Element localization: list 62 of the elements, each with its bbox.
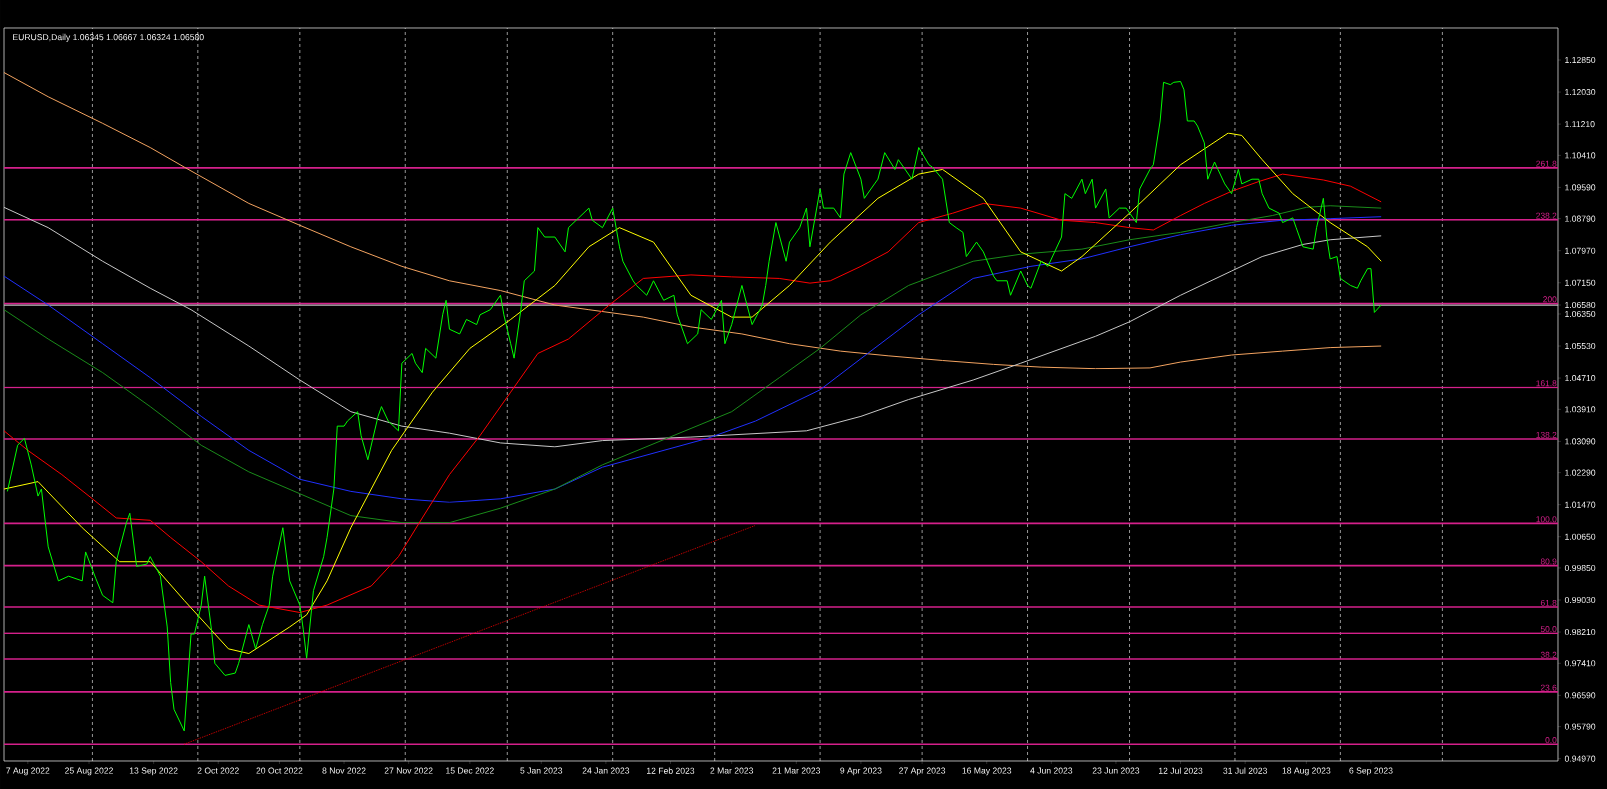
annotation: 261.8 [1536,160,1557,167]
text: EURUSD,Daily 1.06345 1.06667 1.06324 1.06580 [13,33,204,42]
x-tick-label: 12 Jul 2023 [1158,767,1203,774]
x-tick-label: 21 Mar 2023 [772,767,821,774]
annotation: 100.0 [1536,516,1557,523]
y-tick-label: 0.99850 [1564,564,1596,572]
line-series [4,173,1382,614]
x-tick-label: 31 Jul 2023 [1223,767,1267,774]
x-tick-label: 6 Sep 2023 [1349,767,1393,776]
x-tick-label: 24 Jan 2023 [582,767,630,774]
y-tick-label: 1.12030 [1565,89,1596,96]
y-tick-label: 0.94970 [1564,755,1596,762]
annotation: 38.2 [1540,651,1557,658]
x-tick-label: 23 Jun 2023 [1092,767,1140,774]
line-series [4,72,1382,370]
x-tick-label: 4 Jun 2023 [1030,767,1073,774]
y-tick-label: 0.98210 [1564,629,1596,636]
y-tick-label: 1.09590 [1565,184,1596,191]
annotation: 238.2 [1536,212,1557,219]
x-tick-label: 12 Feb 2023 [647,767,695,774]
line-series [6,81,1382,732]
x-tick-label: 16 May 2023 [962,767,1012,776]
y-tick-label: 1.04710 [1565,375,1596,382]
annotation: 200 [1543,296,1557,303]
x-tick-label: 13 Sep 2022 [129,767,178,776]
x-tick-label: 15 Dec 2022 [446,767,494,774]
y-tick-label: 1.06580 [1565,301,1596,309]
y-tick-label: 0.96590 [1564,692,1596,699]
x-tick-label: 25 Aug 2022 [65,767,113,776]
y-tick-label: 1.12850 [1565,56,1596,64]
x-tick-label: 2 Mar 2023 [710,767,754,774]
y-tick-label: 1.00650 [1565,533,1596,540]
y-tick-label: 1.07150 [1565,279,1596,286]
annotation: 23.6 [1540,684,1557,691]
annotation: 161.8 [1536,380,1557,387]
y-tick-label: 1.08790 [1565,215,1596,222]
x-tick-label: 5 Jan 2023 [520,767,563,774]
x-tick-label: 2 Oct 2022 [197,767,239,774]
y-tick-label: 0.99030 [1564,596,1596,604]
x-tick-label: 27 Apr 2023 [899,767,946,776]
x-tick-label: 7 Aug 2022 [6,767,50,776]
y-tick-label: 1.07970 [1565,247,1596,254]
y-tick-label: 0.95790 [1564,723,1596,730]
y-tick-label: 1.03090 [1565,438,1596,445]
y-tick-label: 1.11210 [1565,121,1595,128]
annotation: 80.9 [1540,558,1557,565]
annotation: 50.0 [1540,626,1557,633]
y-tick-label: 1.06350 [1565,310,1596,318]
annotation: 0.0 [1545,737,1557,743]
x-tick-label: 9 Apr 2023 [840,767,882,776]
y-tick-label: 1.01470 [1565,501,1596,508]
x-tick-label: 8 Nov 2022 [322,767,366,774]
x-tick-label: 20 Oct 2022 [256,767,303,774]
annotation: 138.2 [1536,431,1557,438]
y-tick-label: 1.02290 [1565,469,1596,476]
x-tick-label: 18 Aug 2023 [1282,767,1331,776]
y-tick-label: 1.05530 [1565,342,1596,350]
y-tick-label: 1.03910 [1565,406,1596,413]
y-tick-label: 0.97410 [1564,660,1596,667]
y-tick-label: 1.10410 [1565,152,1596,159]
annotation: 61.8 [1540,599,1557,606]
x-tick-label: 27 Nov 2022 [384,767,433,774]
